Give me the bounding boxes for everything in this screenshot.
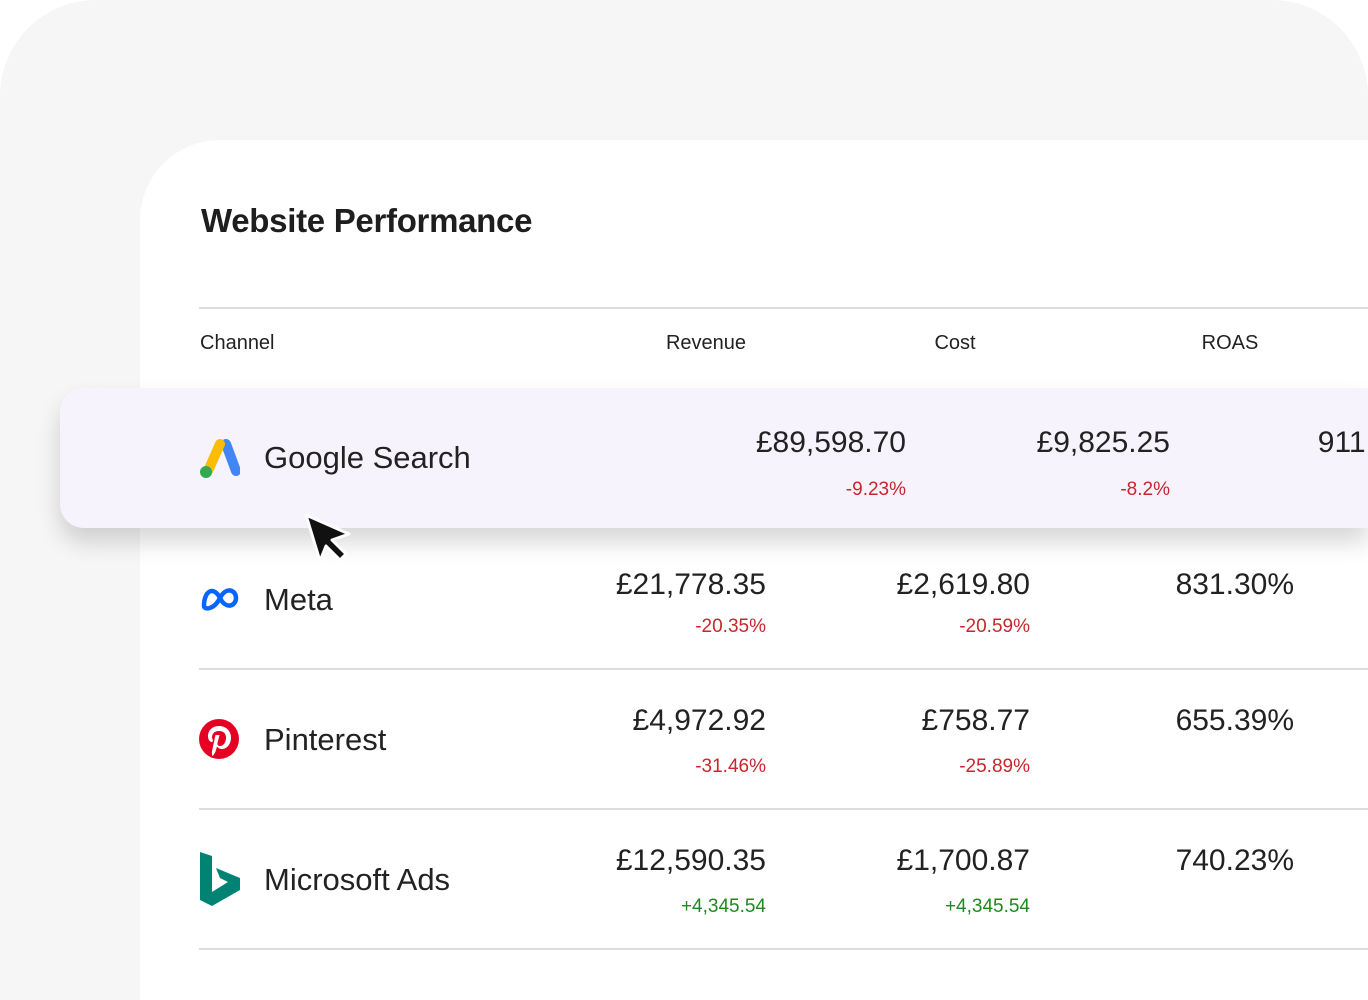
- column-header-cost[interactable]: Cost: [934, 332, 976, 354]
- channel-name: Meta: [264, 582, 333, 617]
- revenue-change: -9.23%: [845, 479, 906, 500]
- revenue-change: +4,345.54: [680, 896, 766, 917]
- column-header-roas[interactable]: ROAS: [1201, 332, 1259, 354]
- channel-name: Pinterest: [264, 722, 387, 757]
- google-ads-icon: [200, 439, 240, 478]
- cost-change: -20.59%: [959, 616, 1030, 637]
- roas-value: 831.30%: [1175, 568, 1294, 601]
- cost-value: £758.77: [921, 704, 1030, 737]
- card-title: Website Performance: [201, 202, 533, 239]
- cost-value: £2,619.80: [896, 568, 1030, 601]
- channel-name: Microsoft Ads: [264, 862, 451, 897]
- roas-value: 911.92%: [1317, 426, 1368, 459]
- table-row-microsoft-ads[interactable]: Microsoft Ads £12,590.35 +4,345.54 £1,70…: [140, 810, 1368, 950]
- revenue-value: £21,778.35: [615, 568, 766, 601]
- header-divider: [199, 307, 1368, 309]
- column-header-revenue[interactable]: Revenue: [665, 332, 747, 354]
- mouse-cursor-icon: [304, 513, 351, 563]
- pinterest-icon: [199, 719, 239, 759]
- revenue-value: £12,590.35: [615, 844, 766, 877]
- table-row-google-search[interactable]: Google Search £89,598.70 -9.23% £9,825.2…: [60, 388, 1368, 528]
- table-row-pinterest[interactable]: Pinterest £4,972.92 -31.46% £758.77 -25.…: [140, 670, 1368, 810]
- revenue-value: £89,598.70: [755, 426, 906, 459]
- revenue-value: £4,972.92: [632, 704, 766, 737]
- row-divider: [199, 948, 1368, 950]
- row-divider: [199, 668, 1368, 670]
- cost-change: -8.2%: [1120, 479, 1170, 500]
- roas-value: 740.23%: [1175, 844, 1294, 877]
- cost-change: -25.89%: [959, 756, 1030, 777]
- meta-icon: [201, 588, 239, 611]
- bing-icon: [200, 852, 240, 906]
- revenue-change: -31.46%: [695, 756, 766, 777]
- roas-value: 655.39%: [1175, 704, 1294, 737]
- cost-value: £9,825.25: [1036, 426, 1170, 459]
- cost-change: +4,345.54: [944, 896, 1030, 917]
- performance-card: Website Performance Channel Revenue Cost…: [60, 140, 1368, 1000]
- channel-name: Google Search: [264, 440, 471, 475]
- row-divider: [199, 808, 1368, 810]
- table-row-meta[interactable]: Meta £21,778.35 -20.35% £2,619.80 -20.59…: [140, 530, 1368, 670]
- revenue-change: -20.35%: [695, 616, 766, 637]
- column-header-channel[interactable]: Channel: [200, 332, 275, 354]
- cost-value: £1,700.87: [896, 844, 1030, 877]
